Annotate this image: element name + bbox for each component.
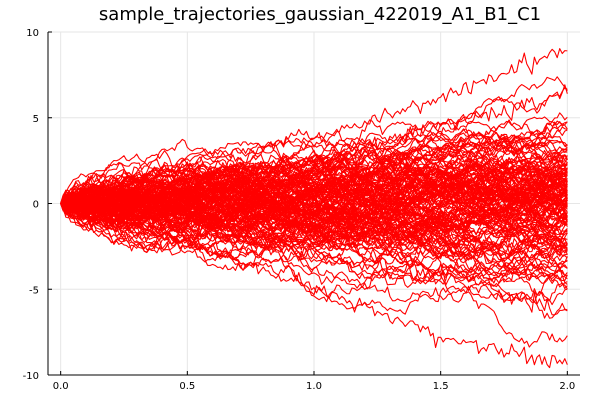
y-tick-label: 5 xyxy=(33,114,39,125)
chart-title: sample_trajectories_gaussian_422019_A1_B… xyxy=(99,4,541,25)
trajectory-line xyxy=(60,201,568,257)
trajectory-line xyxy=(60,48,568,205)
trajectory-line xyxy=(60,164,568,228)
x-tick-label: 0.0 xyxy=(53,381,69,392)
trajectory-line xyxy=(60,147,568,206)
x-tick-label: 1.0 xyxy=(306,381,322,392)
trajectory-line xyxy=(60,202,568,369)
trajectory-line xyxy=(60,147,568,214)
trajectory-line xyxy=(60,154,568,214)
trajectory-line xyxy=(60,172,568,272)
trajectory-line xyxy=(60,200,568,281)
x-tick-label: 0.5 xyxy=(179,381,195,392)
y-tick-label: -5 xyxy=(29,285,39,296)
trajectory-line xyxy=(60,84,568,205)
x-tick-label: 2.0 xyxy=(559,381,575,392)
trajectory-line xyxy=(60,203,568,348)
trajectory-line xyxy=(60,203,568,280)
trajectory-line xyxy=(60,157,568,204)
y-tick-label: -10 xyxy=(23,371,39,382)
trajectory-line xyxy=(60,166,568,228)
axes: 0.0 0.5 1.0 1.5 2.0 -10 -5 0 5 10 xyxy=(23,28,580,392)
trajectory-line xyxy=(60,203,568,285)
trajectories xyxy=(60,48,568,369)
trajectory-line xyxy=(60,195,568,234)
trajectory-line xyxy=(60,203,568,316)
y-tick-label: 0 xyxy=(33,200,39,211)
trajectory-line xyxy=(60,161,568,244)
x-tick-label: 1.5 xyxy=(433,381,449,392)
trajectory-line xyxy=(60,182,568,215)
trajectory-line xyxy=(60,153,568,208)
trajectory-line xyxy=(60,152,568,213)
y-tick-label: 10 xyxy=(26,28,39,39)
